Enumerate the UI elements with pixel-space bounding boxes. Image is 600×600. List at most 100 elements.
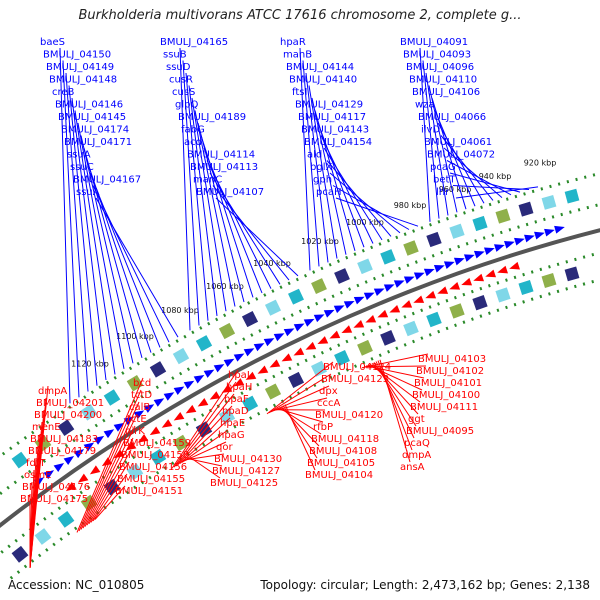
label-leader-line xyxy=(455,186,539,199)
reverse-gene-18 xyxy=(269,359,281,368)
forward-gene-11 xyxy=(133,410,145,420)
feature-block-9 xyxy=(103,389,121,406)
forward-gene-label: BMULJ_04106 xyxy=(412,87,480,98)
forward-gene-9 xyxy=(113,422,125,432)
reverse-gene-19 xyxy=(281,353,293,362)
forward-gene-label: ssuB xyxy=(163,50,187,61)
forward-gene-27 xyxy=(293,323,305,332)
feature-block-20 xyxy=(218,408,236,425)
reverse-gene-label: cccA xyxy=(317,398,340,409)
label-leader-line xyxy=(92,185,170,343)
reverse-gene-label: BMULJ_04123 xyxy=(321,374,389,385)
label-leader-line xyxy=(90,461,130,523)
forward-gene-label: BMULJ_04072 xyxy=(427,150,495,161)
reverse-gene-9 xyxy=(161,419,173,428)
reverse-gene-label: hpaI xyxy=(228,370,250,381)
feature-block-24 xyxy=(264,383,282,400)
reverse-gene-34 xyxy=(461,277,473,286)
genome-summary: Topology: circular; Length: 2,473,162 bp… xyxy=(260,578,590,592)
reverse-gene-label: BMULJ_04156 xyxy=(119,462,187,473)
kbp-tick-label: 1000 kbp xyxy=(346,218,384,227)
forward-gene-4 xyxy=(63,456,75,466)
forward-gene-label: BMULJ_04154 xyxy=(304,137,372,148)
label-leader-line xyxy=(185,72,209,321)
reverse-gene-label: BMULJ_04127 xyxy=(212,466,280,477)
forward-gene-label: baeS xyxy=(40,37,65,48)
feature-block-32 xyxy=(357,339,373,356)
reverse-gene-label: hpaH xyxy=(226,382,252,393)
reverse-gene-15 xyxy=(233,378,245,387)
label-leader-line xyxy=(308,85,338,259)
forward-gene-label: manC xyxy=(193,175,222,186)
reverse-gene-20 xyxy=(293,347,305,356)
forward-gene-2 xyxy=(43,470,55,480)
feature-block-26 xyxy=(287,371,305,388)
reverse-gene-29 xyxy=(401,300,413,308)
forward-gene-14 xyxy=(163,392,175,401)
forward-gene-21 xyxy=(233,353,245,362)
forward-gene-6 xyxy=(83,442,95,452)
forward-gene-label: BMULJ_04091 xyxy=(400,37,468,48)
forward-gene-label: wza xyxy=(415,100,435,111)
label-leader-line xyxy=(80,401,140,530)
reverse-gene-label: BMULJ_04158 xyxy=(121,450,189,461)
label-leader-line xyxy=(175,393,235,467)
label-leader-line xyxy=(89,172,161,348)
reverse-gene-26 xyxy=(365,314,377,323)
forward-gene-label: lhr xyxy=(436,187,450,198)
feature-block-39 xyxy=(449,223,465,239)
forward-gene-16 xyxy=(183,380,195,390)
label-leader-line xyxy=(92,473,128,522)
label-leader-line xyxy=(425,72,449,216)
reverse-gene-label: dpx xyxy=(319,386,338,397)
forward-gene-label: creB xyxy=(52,87,75,98)
forward-gene-20 xyxy=(223,358,235,367)
feature-block-22 xyxy=(241,395,259,412)
label-leader-line xyxy=(182,60,200,326)
reverse-gene-36 xyxy=(485,269,497,278)
reverse-gene-label: BMULJ_04125 xyxy=(210,478,278,489)
label-leader-line xyxy=(212,185,290,281)
forward-gene-label: manB xyxy=(283,50,312,61)
forward-gene-label: betT xyxy=(433,175,456,186)
forward-gene-label: BMULJ_04150 xyxy=(43,50,111,61)
label-leader-line xyxy=(185,453,225,461)
feature-block-21 xyxy=(241,311,259,328)
accession-text: Accession: NC_010805 xyxy=(8,578,145,592)
feature-block-13 xyxy=(149,361,167,378)
reverse-gene-12 xyxy=(197,398,209,407)
forward-gene-label: hpaR xyxy=(280,37,306,48)
feature-block-44 xyxy=(495,287,511,303)
reverse-gene-label: BMULJ_04175 xyxy=(20,494,88,505)
reverse-gene-5 xyxy=(113,449,125,459)
feature-block-18 xyxy=(195,421,213,438)
forward-gene-37 xyxy=(393,280,405,288)
forward-gene-12 xyxy=(143,404,155,413)
forward-gene-53 xyxy=(554,225,565,234)
reverse-gene-label: BMULJ_04176 xyxy=(22,482,90,493)
feature-block-33 xyxy=(380,249,396,265)
reverse-gene-3 xyxy=(89,465,101,475)
feature-block-48 xyxy=(541,273,557,288)
forward-gene-36 xyxy=(383,284,395,292)
reverse-gene-label: hpaF xyxy=(224,394,249,405)
forward-gene-label: BMULJ_04093 xyxy=(403,50,471,61)
feature-block-6 xyxy=(57,511,75,528)
label-leader-line xyxy=(68,85,98,386)
forward-gene-label: BMULJ_04148 xyxy=(49,75,117,86)
forward-gene-13 xyxy=(153,398,165,407)
label-leader-line xyxy=(317,122,365,248)
kbp-tick-label: 1020 kbp xyxy=(301,237,339,246)
reverse-gene-label: BMULJ_04155 xyxy=(117,474,185,485)
feature-block-34 xyxy=(380,330,396,346)
forward-gene-label: BMULJ_04145 xyxy=(58,112,126,123)
forward-gene-label: ftsI xyxy=(292,87,307,98)
label-leader-line xyxy=(65,72,89,392)
reverse-gene-label: hpaG xyxy=(218,430,245,441)
label-leader-line xyxy=(189,456,221,479)
forward-gene-19 xyxy=(213,364,225,373)
reverse-gene-label: BMULJ_04105 xyxy=(307,458,375,469)
feature-block-1 xyxy=(11,451,29,469)
label-leader-line xyxy=(209,172,281,285)
